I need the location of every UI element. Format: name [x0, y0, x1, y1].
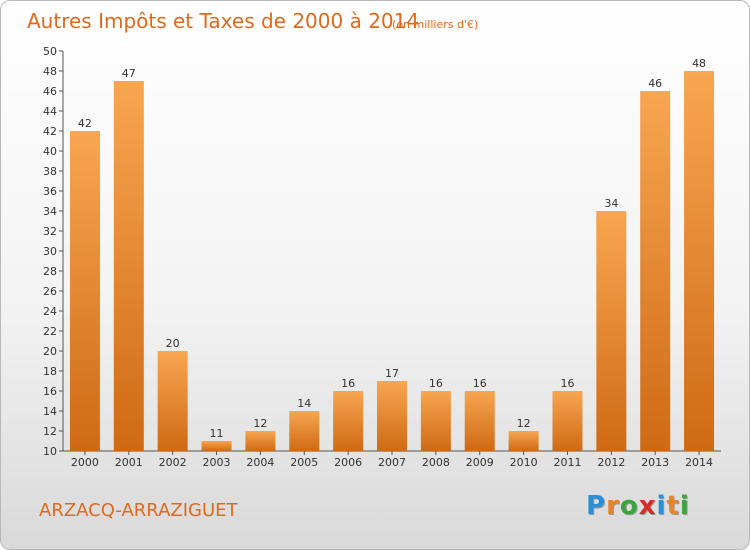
- y-tick-label: 36: [43, 185, 57, 198]
- x-tick-label: 2011: [553, 456, 581, 469]
- x-tick-label: 2014: [685, 456, 713, 469]
- x-tick-label: 2002: [159, 456, 187, 469]
- x-tick-label: 2000: [71, 456, 99, 469]
- bar-value-label: 47: [122, 67, 136, 80]
- bar: [69, 131, 100, 451]
- x-tick-label: 2005: [290, 456, 318, 469]
- logo-letter: t: [666, 491, 680, 521]
- y-tick-label: 50: [43, 45, 57, 58]
- y-tick-label: 26: [43, 285, 57, 298]
- bar-value-label: 14: [297, 397, 311, 410]
- bar: [640, 91, 671, 451]
- bar: [157, 351, 188, 451]
- commune-name: ARZACQ-ARRAZIGUET: [39, 500, 239, 521]
- y-tick-label: 24: [43, 305, 57, 318]
- bars: 42 47 20 11 12 14 16 17 16 16 12 16 34 46 48: [69, 57, 715, 451]
- bar-value-label: 11: [210, 427, 224, 440]
- logo-letter: i: [656, 491, 667, 521]
- bar-value-label: 20: [166, 337, 180, 350]
- bar-value-label: 16: [560, 377, 574, 390]
- bar: [201, 441, 232, 451]
- x-tick-label: 2003: [203, 456, 231, 469]
- bar: [113, 81, 144, 451]
- chart-title: Autres Impôts et Taxes de 2000 à 2014: [27, 9, 419, 33]
- y-tick-label: 14: [43, 405, 57, 418]
- chart-subtitle: (en milliers d'€): [392, 18, 478, 31]
- logo-letter: x: [638, 491, 657, 521]
- proxiti-logo: Proxiti: [586, 491, 690, 523]
- y-tick-label: 38: [43, 165, 57, 178]
- y-tick-label: 34: [43, 205, 57, 218]
- logo-letter: o: [619, 491, 639, 521]
- bar-value-label: 16: [429, 377, 443, 390]
- y-tick-label: 48: [43, 65, 57, 78]
- x-tick-label: 2012: [597, 456, 625, 469]
- bar: [508, 431, 539, 451]
- bar: [552, 391, 583, 451]
- x-axis: 2000 2001 2002 2003 2004 2005 2006 2007 2008 2009…: [63, 450, 721, 469]
- y-tick-label: 16: [43, 385, 57, 398]
- y-tick-label: 20: [43, 345, 57, 358]
- bar-value-label: 12: [517, 417, 531, 430]
- bar-value-label: 42: [78, 117, 92, 130]
- bar: [420, 391, 451, 451]
- bar: [245, 431, 276, 451]
- bar: [596, 211, 627, 451]
- bar-value-label: 34: [604, 197, 618, 210]
- bar-value-label: 46: [648, 77, 662, 90]
- y-tick-label: 32: [43, 225, 57, 238]
- logo-letter: r: [606, 491, 620, 521]
- x-tick-label: 2004: [246, 456, 274, 469]
- x-tick-label: 2013: [641, 456, 669, 469]
- logo-letter: i: [679, 491, 690, 521]
- bar: [333, 391, 364, 451]
- y-axis: 10 12 14 16 18 20 22 24 26 28 30 32 34 36 38 40 42 44 46 48…: [43, 45, 64, 458]
- y-tick-label: 40: [43, 145, 57, 158]
- y-tick-label: 46: [43, 85, 57, 98]
- bar-value-label: 16: [473, 377, 487, 390]
- bar-value-label: 12: [253, 417, 267, 430]
- logo-letter: P: [586, 491, 607, 521]
- x-tick-label: 2006: [334, 456, 362, 469]
- bar: [684, 71, 715, 451]
- y-tick-label: 22: [43, 325, 57, 338]
- y-tick-label: 44: [43, 105, 57, 118]
- y-tick-label: 18: [43, 365, 57, 378]
- x-tick-label: 2008: [422, 456, 450, 469]
- bar: [289, 411, 320, 451]
- x-tick-label: 2009: [466, 456, 494, 469]
- x-tick-label: 2001: [115, 456, 143, 469]
- bar-value-label: 17: [385, 367, 399, 380]
- y-tick-label: 12: [43, 425, 57, 438]
- bar: [377, 381, 407, 451]
- y-tick-label: 30: [43, 245, 57, 258]
- bar-value-label: 16: [341, 377, 355, 390]
- bar-value-label: 48: [692, 57, 706, 70]
- y-tick-label: 10: [43, 445, 57, 458]
- x-tick-label: 2010: [510, 456, 538, 469]
- y-tick-label: 28: [43, 265, 57, 278]
- y-tick-label: 42: [43, 125, 57, 138]
- x-tick-label: 2007: [378, 456, 406, 469]
- bar: [464, 391, 495, 451]
